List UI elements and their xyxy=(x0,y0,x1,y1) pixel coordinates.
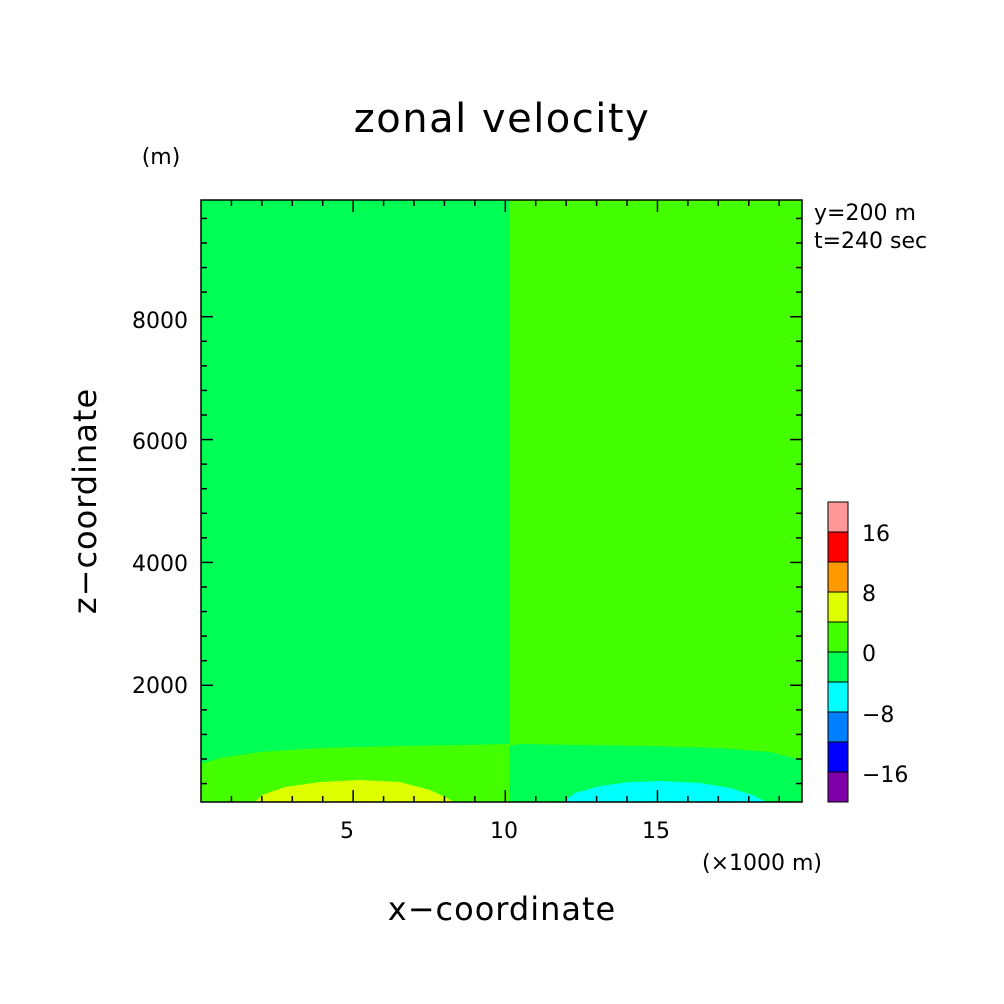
plot-frame xyxy=(200,199,803,803)
colorbar-tick-label: −8 xyxy=(862,703,894,728)
colorbar-tick-label: −16 xyxy=(862,763,908,788)
y-axis-unit: (m) xyxy=(142,145,181,170)
colorbar-swatch xyxy=(827,591,849,623)
region-left-surface-max xyxy=(255,780,454,802)
x-tick-label: 5 xyxy=(340,819,354,844)
colorbar-swatch xyxy=(827,741,849,773)
region-right-background xyxy=(509,200,802,802)
y-tick-label: 8000 xyxy=(132,309,188,334)
colorbar-swatch xyxy=(827,711,849,743)
colorbar-swatch xyxy=(827,681,849,713)
colorbar-swatch xyxy=(827,771,849,803)
y-tick-label: 6000 xyxy=(132,430,188,455)
colorbar-tick-label: 8 xyxy=(862,582,876,607)
axis-ticks xyxy=(201,200,802,802)
colorbar-swatch xyxy=(827,561,849,593)
x-axis-unit: (×1000 m) xyxy=(702,851,822,876)
annotation-time: t=240 sec xyxy=(814,229,927,254)
colorbar-swatch xyxy=(827,621,849,653)
region-right-surface-band xyxy=(509,744,802,802)
region-left-background xyxy=(201,200,509,802)
x-tick-label: 15 xyxy=(642,819,670,844)
x-tick-label: 10 xyxy=(490,819,518,844)
colorbar xyxy=(827,501,849,803)
colorbar-tick-label: 16 xyxy=(862,522,890,547)
x-axis-label: x−coordinate xyxy=(388,890,616,928)
chart-title: zonal velocity xyxy=(354,96,651,142)
region-right-surface-min xyxy=(563,781,766,802)
y-tick-label: 4000 xyxy=(132,552,188,577)
y-axis-label: z−coordinate xyxy=(66,388,104,614)
colorbar-swatch xyxy=(827,531,849,563)
y-tick-label: 2000 xyxy=(132,674,188,699)
region-left-surface-band xyxy=(201,744,509,802)
annotation-y-slice: y=200 m xyxy=(814,201,916,226)
colorbar-tick-label: 0 xyxy=(862,642,876,667)
colorbar-swatch xyxy=(827,501,849,533)
colorbar-swatch xyxy=(827,651,849,683)
plot-area xyxy=(200,199,803,803)
